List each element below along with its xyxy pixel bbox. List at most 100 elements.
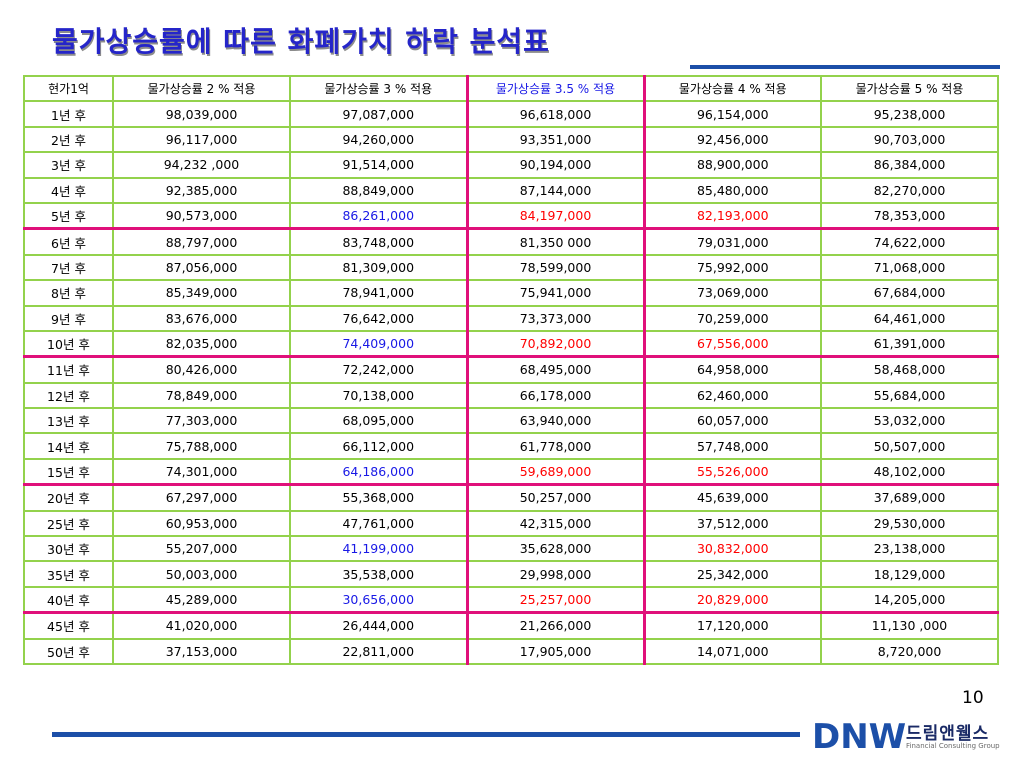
value-cell: 96,117,000 [112,125,291,154]
row-year-label: 7년 후 [23,253,114,282]
value-cell: 8,720,000 [820,637,999,665]
title-underline [690,65,1000,69]
value-cell: 88,900,000 [643,151,822,179]
value-cell: 68,095,000 [289,407,468,435]
row-year-label: 45년 후 [23,611,114,640]
value-cell: 68,495,000 [465,355,646,384]
table-row: 2년 후 96,117,000 94,260,000 93,351,000 92,456… [23,125,999,154]
value-cell: 90,703,000 [820,125,999,154]
value-cell: 70,892,000 [465,329,646,359]
table-body: 1년 후 98,039,000 97,087,000 96,618,000 96,154… [23,100,999,665]
value-cell: 95,238,000 [820,100,999,128]
value-cell: 96,154,000 [643,100,822,128]
value-cell: 21,266,000 [465,611,646,640]
value-cell: 59,689,000 [465,457,646,487]
value-cell: 63,940,000 [465,407,646,435]
row-year-label: 20년 후 [23,483,114,512]
value-cell: 85,480,000 [643,176,822,204]
value-cell: 78,353,000 [820,201,999,231]
table-row: 11년 후 80,426,000 72,242,000 68,495,000 64,95… [23,355,999,384]
value-cell: 17,905,000 [465,637,646,665]
value-cell: 20,829,000 [643,585,822,615]
value-cell: 97,087,000 [289,100,468,128]
row-year-label: 15년 후 [23,457,114,487]
value-cell: 86,384,000 [820,151,999,179]
value-cell: 14,205,000 [820,585,999,615]
value-cell: 78,849,000 [112,381,291,410]
table-row: 7년 후 87,056,000 81,309,000 78,599,000 75,992… [23,253,999,282]
brand-name-english: Financial Consulting Group [906,742,1000,750]
row-year-label: 11년 후 [23,355,114,384]
row-year-label: 14년 후 [23,432,114,460]
value-cell: 82,035,000 [112,329,291,359]
value-cell: 60,057,000 [643,407,822,435]
value-cell: 64,461,000 [820,304,999,332]
value-cell: 55,684,000 [820,381,999,410]
value-cell: 84,197,000 [465,201,646,231]
header-rate-5: 물가상승률 5 % 적용 [820,74,999,103]
value-cell: 30,832,000 [643,535,822,563]
value-cell: 60,953,000 [112,509,291,538]
value-cell: 98,039,000 [112,100,291,128]
table-row: 45년 후 41,020,000 26,444,000 21,266,000 17,12… [23,611,999,640]
table-row: 13년 후 77,303,000 68,095,000 63,940,000 60,05… [23,407,999,435]
table-row: 25년 후 60,953,000 47,761,000 42,315,000 37,51… [23,509,999,538]
table-row: 15년 후 74,301,000 64,186,000 59,689,000 55,52… [23,457,999,487]
value-cell: 47,761,000 [289,509,468,538]
table-row: 35년 후 50,003,000 35,538,000 29,998,000 25,34… [23,560,999,588]
row-year-label: 13년 후 [23,407,114,435]
value-cell: 94,260,000 [289,125,468,154]
value-cell: 88,797,000 [112,227,291,256]
header-rate-2: 물가상승률 3 % 적용 [289,74,468,103]
row-year-label: 50년 후 [23,637,114,665]
value-cell: 81,350 000 [465,227,646,256]
value-cell: 75,788,000 [112,432,291,460]
table-row: 10년 후 82,035,000 74,409,000 70,892,000 67,55… [23,329,999,359]
value-cell: 78,599,000 [465,253,646,282]
row-year-label: 8년 후 [23,279,114,307]
header-rate-1: 물가상승률 2 % 적용 [112,74,291,103]
value-cell: 11,130 ,000 [820,611,999,640]
value-cell: 50,507,000 [820,432,999,460]
table-row: 40년 후 45,289,000 30,656,000 25,257,000 20,82… [23,585,999,615]
row-year-label: 25년 후 [23,509,114,538]
table-row: 20년 후 67,297,000 55,368,000 50,257,000 45,63… [23,483,999,512]
value-cell: 14,071,000 [643,637,822,665]
row-year-label: 9년 후 [23,304,114,332]
row-year-label: 30년 후 [23,535,114,563]
value-cell: 94,232 ,000 [112,151,291,179]
value-cell: 29,998,000 [465,560,646,588]
value-cell: 18,129,000 [820,560,999,588]
value-cell: 67,297,000 [112,483,291,512]
value-cell: 75,992,000 [643,253,822,282]
value-cell: 25,257,000 [465,585,646,615]
logo-wordmark: DNW [812,717,906,756]
value-cell: 91,514,000 [289,151,468,179]
table-row: 5년 후 90,573,000 86,261,000 84,197,000 82,193… [23,201,999,231]
value-cell: 30,656,000 [289,585,468,615]
value-cell: 86,261,000 [289,201,468,231]
value-cell: 90,194,000 [465,151,646,179]
value-cell: 88,849,000 [289,176,468,204]
table-row: 14년 후 75,788,000 66,112,000 61,778,000 57,74… [23,432,999,460]
value-cell: 70,259,000 [643,304,822,332]
value-cell: 37,512,000 [643,509,822,538]
page-number: 10 [962,688,984,708]
value-cell: 35,628,000 [465,535,646,563]
table-row: 4년 후 92,385,000 88,849,000 87,144,000 85,480… [23,176,999,204]
table-row: 6년 후 88,797,000 83,748,000 81,350 000 79,031… [23,227,999,256]
value-cell: 23,138,000 [820,535,999,563]
header-rate-4: 물가상승률 4 % 적용 [643,74,822,103]
value-cell: 83,748,000 [289,227,468,256]
value-cell: 80,426,000 [112,355,291,384]
row-year-label: 35년 후 [23,560,114,588]
value-cell: 82,270,000 [820,176,999,204]
inflation-table-container: 현가1억 물가상승률 2 % 적용 물가상승률 3 % 적용 물가상승률 3.5 % … [23,74,999,665]
value-cell: 82,193,000 [643,201,822,231]
value-cell: 76,642,000 [289,304,468,332]
value-cell: 41,199,000 [289,535,468,563]
value-cell: 96,618,000 [465,100,646,128]
value-cell: 17,120,000 [643,611,822,640]
header-rate-3: 물가상승률 3.5 % 적용 [465,74,646,103]
value-cell: 37,153,000 [112,637,291,665]
